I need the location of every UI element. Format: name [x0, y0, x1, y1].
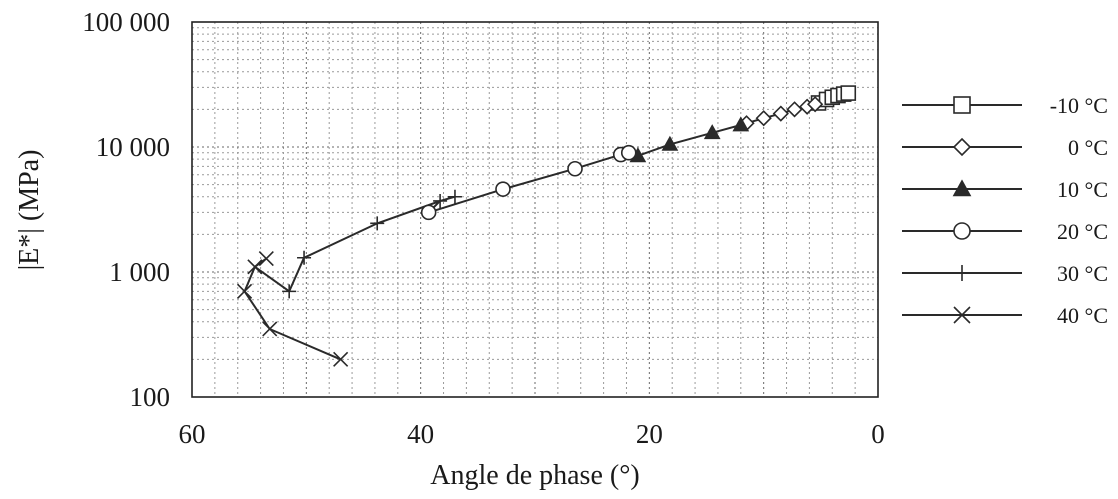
series-line	[243, 257, 341, 361]
data-point	[703, 124, 721, 140]
legend: -10 °C 0 °C 10 °C 20 °C 30 °C 40 °C	[902, 93, 1108, 328]
y-tick-label: 10 000	[96, 132, 170, 162]
data-point	[620, 144, 637, 161]
x-axis-label: Angle de phase (°)	[430, 460, 639, 491]
data-point	[237, 283, 253, 299]
data-point	[786, 101, 803, 118]
y-tick-label: 100 000	[82, 7, 170, 37]
data-point	[282, 284, 297, 299]
data-point	[333, 351, 349, 367]
data-point	[953, 222, 971, 240]
y-tick-labels: 100 1 000 10 000 100 000	[82, 7, 170, 412]
x-tick-labels: 60 40 20 0	[179, 419, 885, 449]
series-line	[637, 124, 742, 157]
x-tick-label: 60	[179, 419, 206, 449]
data-point	[806, 96, 824, 113]
data-point	[297, 250, 312, 265]
data-point	[247, 259, 263, 275]
data-point	[732, 116, 750, 132]
data-point	[772, 105, 789, 122]
data-point	[952, 137, 972, 157]
data-point	[420, 204, 437, 221]
data-point	[840, 85, 857, 101]
series-line	[428, 151, 630, 214]
data-point	[954, 265, 970, 281]
data-point	[661, 135, 679, 151]
x-tick-label: 20	[636, 419, 663, 449]
x-tick-label: 40	[407, 419, 434, 449]
grid	[192, 22, 878, 397]
x-tick-label: 0	[871, 419, 885, 449]
data-point	[953, 96, 971, 114]
series-lines	[243, 92, 849, 361]
data-point	[370, 216, 385, 231]
legend-label: 0 °C	[1068, 135, 1108, 160]
data-point	[262, 321, 278, 337]
data-point	[567, 160, 583, 177]
data-point	[495, 181, 511, 197]
legend-label: 40 °C	[1057, 303, 1108, 328]
data-point	[952, 179, 972, 197]
series-markers	[237, 85, 857, 367]
y-tick-label: 100	[130, 382, 171, 412]
data-point	[258, 251, 274, 267]
series-connector	[254, 266, 290, 293]
data-point	[953, 306, 971, 324]
data-point	[433, 193, 448, 208]
data-point	[447, 189, 462, 204]
y-tick-label: 1 000	[109, 257, 170, 287]
legend-label: 30 °C	[1057, 261, 1108, 286]
legend-label: -10 °C	[1050, 93, 1108, 118]
y-axis-label: |E*| (MPa)	[14, 150, 45, 271]
plot-frame	[191, 21, 879, 398]
legend-label: 10 °C	[1057, 177, 1108, 202]
data-point	[755, 110, 772, 127]
legend-label: 20 °C	[1057, 219, 1108, 244]
